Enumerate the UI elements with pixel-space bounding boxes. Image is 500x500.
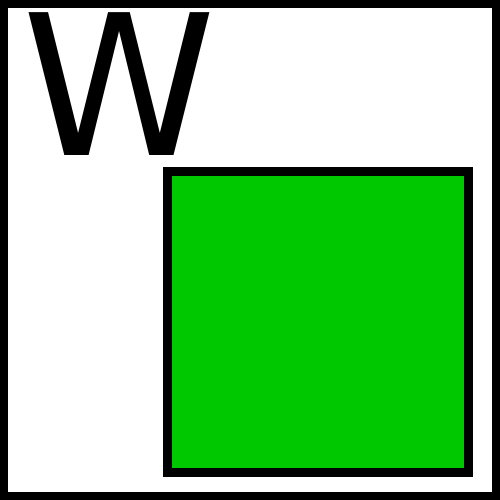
letter-label: W [22,0,216,202]
green-square [163,167,473,477]
